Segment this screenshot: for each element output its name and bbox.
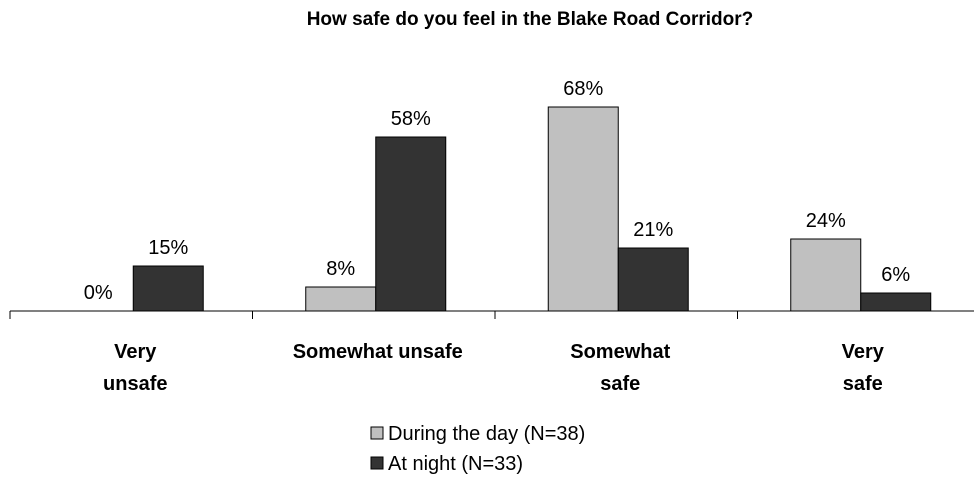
category-label-0: unsafe	[103, 373, 167, 395]
bar-night-1	[375, 136, 447, 312]
data-label-day-3: 24%	[806, 210, 846, 232]
plot-area: 0% 15% Very unsafe 8% 58% Somewhat unsafe 68% 21…	[9, 78, 974, 395]
chart-title: How safe do you feel in the Blake Road C…	[307, 9, 754, 30]
data-label-night-2: 21%	[633, 219, 673, 241]
data-label-day-2: 68%	[563, 78, 603, 100]
bar-day-2	[547, 106, 619, 312]
bar-night-3	[860, 292, 932, 312]
data-label-night-1: 58%	[391, 108, 431, 130]
bar-night-2	[617, 247, 689, 312]
bar-night-0	[132, 265, 204, 312]
legend: During the day (N=38) At night (N=33)	[370, 423, 585, 475]
category-label-3: Very	[842, 341, 885, 363]
data-label-night-0: 15%	[148, 237, 188, 259]
legend-label-day: During the day (N=38)	[388, 423, 585, 445]
category-label-2: Somewhat	[570, 341, 670, 363]
category-label-3: safe	[843, 373, 883, 395]
data-label-night-3: 6%	[881, 264, 910, 286]
category-label-0: Very	[114, 341, 157, 363]
legend-label-night: At night (N=33)	[388, 453, 523, 475]
legend-swatch-night	[370, 456, 384, 470]
category-label-1: Somewhat unsafe	[293, 341, 463, 363]
data-label-day-1: 8%	[326, 258, 355, 280]
bar-day-1	[305, 286, 377, 312]
data-label-day-0: 0%	[84, 282, 113, 304]
legend-swatch-day	[370, 426, 384, 440]
category-label-2: safe	[600, 373, 640, 395]
bar-day-3	[790, 238, 862, 312]
